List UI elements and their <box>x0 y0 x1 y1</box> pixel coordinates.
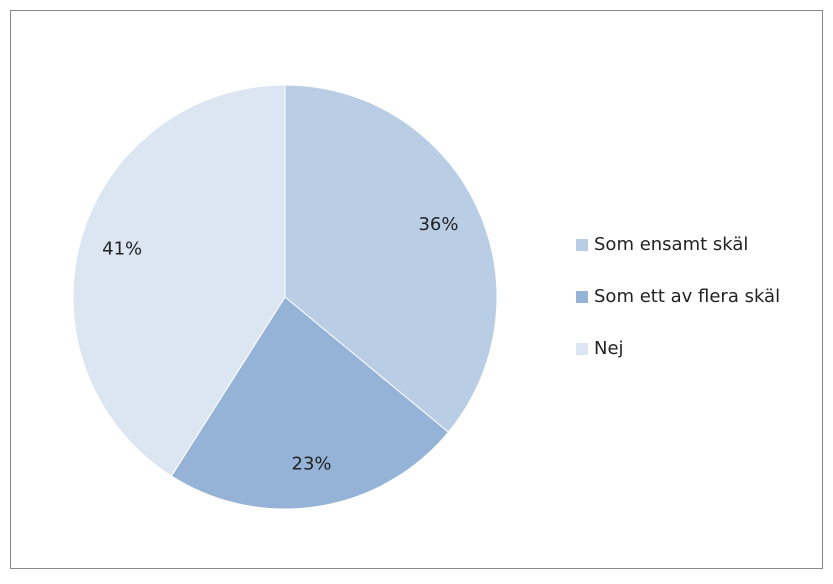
data-label: 41% <box>102 239 142 260</box>
legend-label: Som ett av flera skäl <box>594 286 780 307</box>
legend-swatch <box>576 343 588 355</box>
legend-label: Nej <box>594 338 624 359</box>
legend-swatch <box>576 291 588 303</box>
pie-slice <box>170 296 450 510</box>
data-label: 36% <box>418 214 458 235</box>
legend-label: Som ensamt skäl <box>594 234 748 255</box>
data-label: 23% <box>292 454 332 475</box>
pie-slice <box>72 84 286 477</box>
pie-slice <box>284 84 498 433</box>
legend-swatch <box>576 239 588 251</box>
